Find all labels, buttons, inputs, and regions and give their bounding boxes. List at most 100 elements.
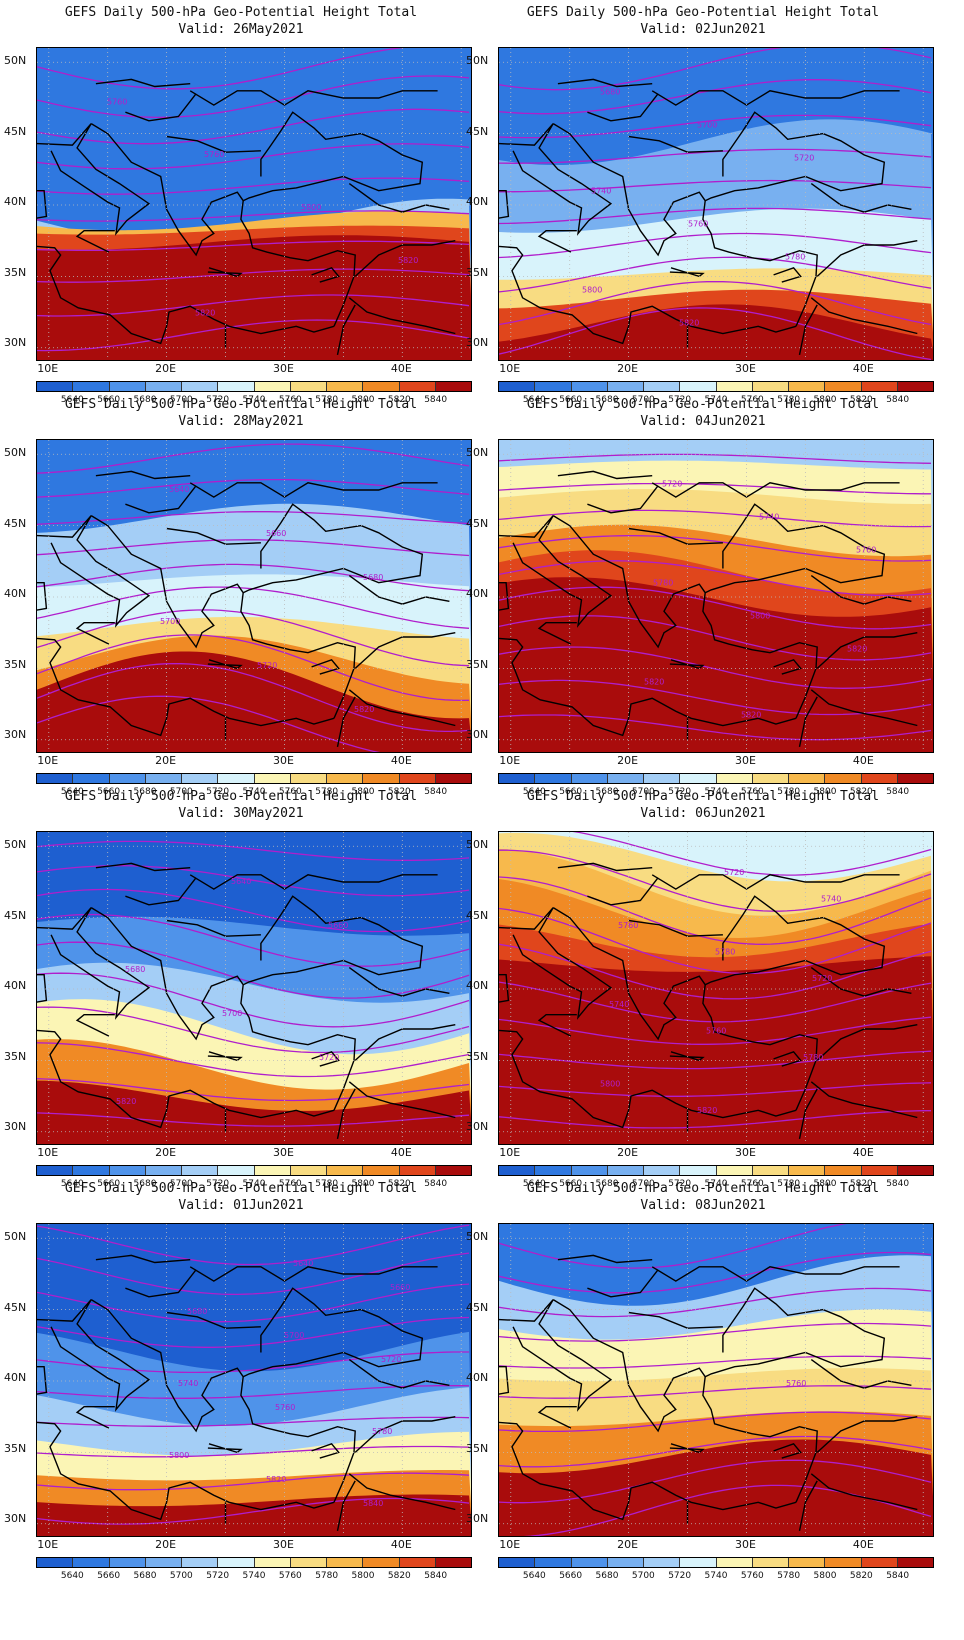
- contour-label: 5720: [794, 154, 814, 163]
- coastline: [348, 1473, 456, 1511]
- coastline: [348, 297, 456, 335]
- lon-tick-label: 10E: [37, 754, 59, 767]
- colorbar-label: 5760: [740, 1179, 764, 1189]
- coastline: [240, 1376, 356, 1503]
- colorbar-label: 5700: [631, 1571, 655, 1581]
- coastline: [810, 1473, 918, 1511]
- coastline: [798, 1088, 818, 1140]
- contour-line: [499, 1016, 932, 1045]
- coastline: [336, 304, 356, 356]
- colorbar-swatch: [254, 1166, 291, 1175]
- contour-line: [499, 79, 932, 115]
- lon-tick-label: 20E: [155, 362, 177, 375]
- coastline: [166, 135, 261, 153]
- contour-line: [499, 453, 932, 464]
- colorbar-swatch: [897, 1558, 933, 1567]
- colorbar-swatch: [327, 1558, 364, 1567]
- map-panel: GEFS Daily 500-hPa Geo-Potential Height …: [462, 0, 944, 410]
- lon-tick-label: 20E: [617, 1538, 639, 1551]
- coastline: [95, 470, 191, 480]
- colorbar-label: 5720: [206, 395, 230, 405]
- panel-title: GEFS Daily 500-hPa Geo-Potential Height …: [526, 789, 880, 804]
- colorbar-label: 5760: [278, 787, 302, 797]
- coastline: [499, 190, 510, 219]
- colorbar-swatch: [37, 382, 74, 391]
- colorbar-label: 5820: [849, 1179, 873, 1189]
- colorbar-swatch: [535, 1166, 572, 1175]
- contour-line: [499, 256, 932, 293]
- colorbar-label: 5740: [242, 395, 266, 405]
- contour-label: 5720: [381, 1355, 401, 1364]
- coastline: [95, 1254, 191, 1264]
- colorbar-label: 5700: [169, 1571, 193, 1581]
- colorbar-swatch: [680, 1558, 717, 1567]
- contour-line: [37, 511, 470, 525]
- lon-tick-label: 40E: [390, 1538, 412, 1551]
- lon-tick-label: 40E: [852, 754, 874, 767]
- colorbar-swatch: [897, 774, 933, 783]
- contour-label: 5720: [257, 661, 277, 670]
- contour-line: [499, 1050, 932, 1070]
- contour-label: 5800: [169, 1451, 189, 1460]
- lat-tick-label: 40N: [4, 1371, 27, 1384]
- colorbar-swatch: [399, 1166, 436, 1175]
- colorbar-label: 5680: [595, 787, 619, 797]
- colorbar-label: 5740: [704, 395, 728, 405]
- lat-tick-label: 30N: [466, 336, 489, 349]
- lat-tick-label: 40N: [4, 979, 27, 992]
- lat-tick-label: 45N: [466, 124, 489, 138]
- coastline: [557, 1254, 653, 1264]
- contour-label: 5820: [697, 1106, 717, 1115]
- colorbar-label: 5660: [559, 787, 583, 797]
- colorbar-swatch: [752, 382, 789, 391]
- lon-tick-label: 20E: [155, 754, 177, 767]
- contour-line: [37, 240, 470, 251]
- colorbar-label: 5740: [242, 1179, 266, 1189]
- contour-line: [37, 1252, 470, 1296]
- colorbar-swatch: [145, 1166, 182, 1175]
- colorbar-label: 5640: [60, 787, 84, 797]
- colorbar-swatch: [37, 1166, 74, 1175]
- colorbar-label: 5840: [886, 395, 910, 405]
- colorbar-label: 5680: [133, 395, 157, 405]
- colorbar-label: 5760: [740, 787, 764, 797]
- coastline: [37, 123, 151, 236]
- colorbar-swatch: [716, 1558, 753, 1567]
- colorbar-label: 5820: [387, 787, 411, 797]
- colorbar-swatch: [644, 1166, 681, 1175]
- coastline: [557, 862, 653, 872]
- lat-tick-label: 40N: [466, 979, 489, 992]
- lat-tick-label: 35N: [466, 1049, 489, 1063]
- coastline: [311, 1442, 340, 1459]
- colorbar-label: 5700: [631, 395, 655, 405]
- coastline: [336, 1480, 356, 1532]
- lat-tick-label: 30N: [4, 336, 27, 349]
- coastline: [166, 919, 261, 937]
- contour-line: [37, 563, 470, 592]
- panel-valid-date: Valid: 26May2021: [178, 22, 304, 37]
- colorbar-swatch: [825, 774, 862, 783]
- colorbar-swatch: [752, 774, 789, 783]
- colorbar-swatch: [73, 1558, 110, 1567]
- contour-label: 5660: [390, 1283, 410, 1292]
- contour-line: [499, 615, 932, 661]
- contour-line: [499, 307, 932, 360]
- contour-label: 5720: [724, 868, 744, 877]
- coastline: [499, 907, 613, 1020]
- contour-label: 5820: [398, 256, 418, 265]
- colorbar-label: 5740: [704, 787, 728, 797]
- colorbar-swatch: [37, 774, 74, 783]
- colorbar-label: 5800: [351, 787, 375, 797]
- contour-label: 5760: [688, 220, 708, 229]
- coastline: [702, 592, 818, 719]
- contour-line: [37, 1078, 470, 1102]
- contour-label: 5780: [715, 947, 735, 956]
- lon-tick-label: 40E: [390, 362, 412, 375]
- contour-line: [37, 1112, 470, 1127]
- contour-label: 5740: [591, 187, 611, 196]
- lat-tick-label: 50N: [4, 1230, 27, 1243]
- contour-label: 5820: [644, 678, 664, 687]
- colorbar-label: 5760: [278, 1179, 302, 1189]
- contour-label: 5820: [847, 645, 867, 654]
- coastline: [37, 907, 151, 1020]
